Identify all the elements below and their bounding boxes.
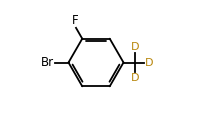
- Text: Br: Br: [41, 56, 54, 69]
- Text: F: F: [72, 14, 79, 27]
- Text: D: D: [131, 73, 139, 83]
- Text: D: D: [131, 42, 139, 52]
- Text: D: D: [145, 58, 154, 68]
